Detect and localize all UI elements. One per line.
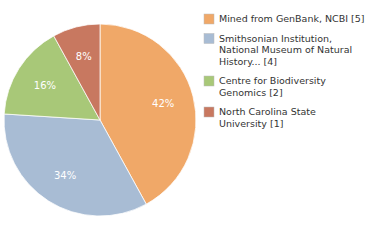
legend-swatch	[204, 76, 214, 86]
pie	[4, 24, 196, 216]
data-label: 16%	[34, 80, 56, 91]
legend-label-line: University [1]	[219, 118, 283, 129]
data-label: 34%	[54, 170, 76, 181]
legend-swatch	[204, 14, 214, 24]
legend-label-line: Genomics [2]	[219, 87, 283, 98]
legend-item: Mined from GenBank, NCBI [5]	[204, 13, 365, 24]
data-labels: 42% 34% 16% 8%	[34, 51, 175, 180]
legend-item: Smithsonian Institution,National Museum …	[204, 33, 352, 67]
legend-label: Smithsonian Institution,National Museum …	[219, 33, 352, 67]
legend-label: Mined from GenBank, NCBI [5]	[219, 13, 365, 24]
chart: 42% 34% 16% 8% Mined from GenBank, NCBI [5] S…	[0, 0, 380, 240]
legend-swatch	[204, 34, 214, 44]
legend-label-line: National Museum of Natural	[219, 44, 352, 55]
legend-label-line: Centre for Biodiversity	[219, 75, 326, 86]
legend-label-line: Smithsonian Institution,	[219, 33, 332, 44]
legend-label-line: Mined from GenBank, NCBI [5]	[219, 13, 365, 24]
legend-item: Centre for BiodiversityGenomics [2]	[204, 75, 326, 98]
data-label: 42%	[152, 98, 174, 109]
legend: Mined from GenBank, NCBI [5] Smithsonian …	[204, 13, 365, 129]
legend-swatch	[204, 107, 214, 117]
legend-item: North Carolina StateUniversity [1]	[204, 106, 316, 129]
legend-label: Centre for BiodiversityGenomics [2]	[219, 75, 326, 98]
legend-label-line: North Carolina State	[219, 106, 316, 117]
data-label: 8%	[76, 51, 92, 62]
legend-label-line: History... [4]	[219, 56, 277, 67]
pie-slice	[54, 24, 100, 120]
legend-label: North Carolina StateUniversity [1]	[219, 106, 316, 129]
pie-slice	[4, 114, 146, 216]
